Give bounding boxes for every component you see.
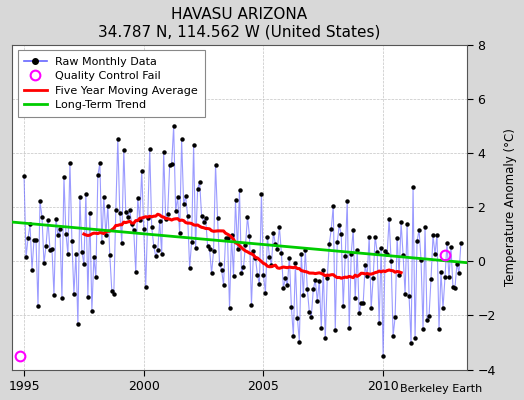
Y-axis label: Temperature Anomaly (°C): Temperature Anomaly (°C) [504, 128, 517, 286]
Legend: Raw Monthly Data, Quality Control Fail, Five Year Moving Average, Long-Term Tren: Raw Monthly Data, Quality Control Fail, … [18, 50, 205, 117]
Title: HAVASU ARIZONA
34.787 N, 114.562 W (United States): HAVASU ARIZONA 34.787 N, 114.562 W (Unit… [99, 7, 381, 39]
Text: Berkeley Earth: Berkeley Earth [400, 384, 482, 394]
